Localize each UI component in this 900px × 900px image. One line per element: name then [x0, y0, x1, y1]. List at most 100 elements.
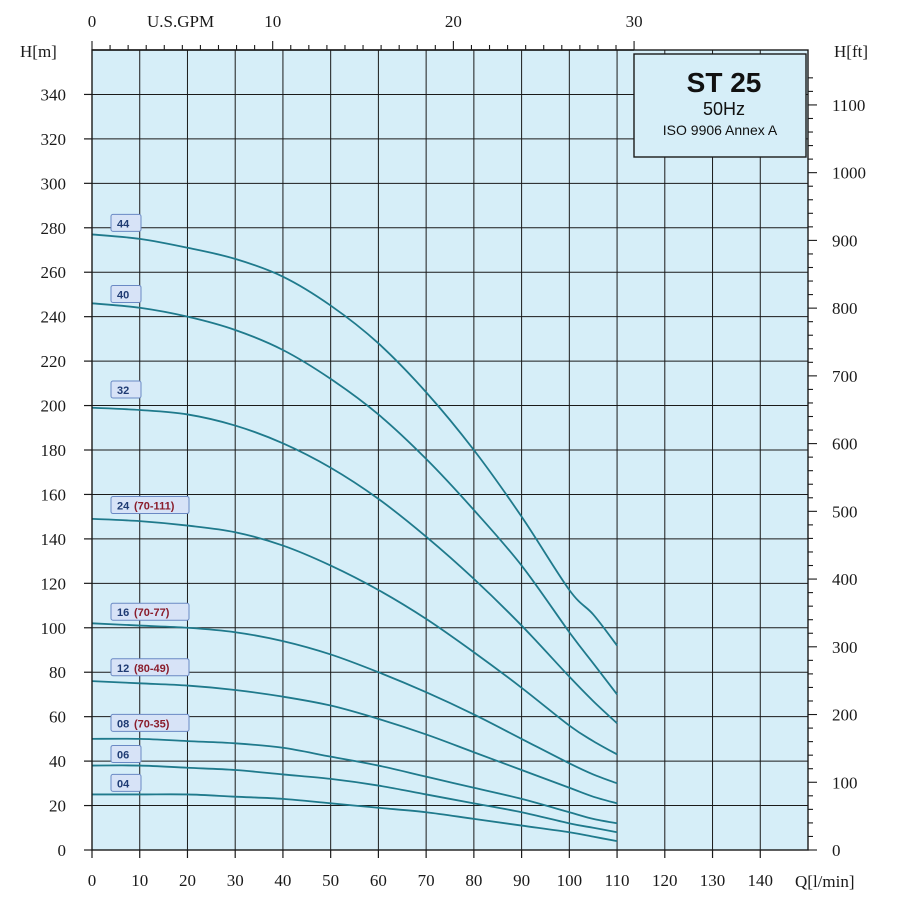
curve-label-44: 44 [110, 213, 142, 232]
curve-32 [91, 406, 618, 724]
axes: 0 10 20 30 40 50 60 70 80 90 100 110 120 130 140020406… [41, 12, 867, 890]
curve-label-12: 12 (80-49) [110, 658, 190, 677]
curve-label-number: 12 [117, 663, 129, 675]
curve-label-box [110, 602, 190, 621]
y-tick-label: 220 [41, 352, 67, 371]
x-tick-label: 0 [88, 871, 97, 890]
right-tick-label: 700 [832, 367, 858, 386]
right-tick-label: 900 [832, 231, 858, 250]
curve-44 [91, 233, 618, 647]
top-tick-label: 30 [626, 12, 643, 31]
curves [91, 233, 618, 842]
y-tick-label: 340 [41, 85, 67, 104]
x-tick-label: 130 [700, 871, 726, 890]
curve-label-number: 40 [117, 289, 129, 301]
right-y-axis-title: H[ft] [834, 42, 868, 61]
x-tick-label: 120 [652, 871, 678, 890]
x-tick-label: 90 [513, 871, 530, 890]
curve-label-40: 40 [110, 284, 142, 303]
right-tick-label: 800 [832, 299, 858, 318]
curve-label-box [110, 496, 190, 515]
curve-labels: 44 40 32 24 (70-111) 16 (70-77) 12 (80-49) 08 (70-… [110, 213, 190, 792]
y-tick-label: 320 [41, 130, 67, 149]
curve-12 [91, 680, 618, 805]
y-tick-label: 0 [58, 841, 67, 860]
curve-label-range: (70-77) [134, 607, 170, 619]
top-tick-label: 10 [264, 12, 281, 31]
right-tick-label: 200 [832, 706, 858, 725]
chart-subtitle: 50Hz [703, 99, 745, 119]
x-tick-label: 70 [418, 871, 435, 890]
y-tick-label: 300 [41, 174, 67, 193]
right-tick-label: 1000 [832, 164, 866, 183]
right-tick-label: 100 [832, 773, 858, 792]
curve-label-number: 16 [117, 607, 129, 619]
y-tick-label: 20 [49, 797, 66, 816]
curve-label-range: (70-35) [134, 718, 170, 730]
curve-label-number: 24 [117, 501, 130, 513]
x-axis-title: Q[l/min] [795, 872, 855, 891]
curve-label-box [110, 773, 142, 792]
curve-label-04: 04 [110, 773, 142, 792]
curve-label-16: 16 (70-77) [110, 602, 190, 621]
y-tick-label: 240 [41, 308, 67, 327]
x-tick-label: 100 [557, 871, 583, 890]
curve-label-range: (80-49) [134, 663, 170, 675]
right-tick-label: 600 [832, 435, 858, 454]
curve-label-number: 06 [117, 749, 129, 761]
y-tick-label: 260 [41, 263, 67, 282]
curve-label-number: 44 [117, 218, 130, 230]
curve-40 [91, 302, 618, 695]
x-tick-label: 40 [274, 871, 291, 890]
chart-standard: ISO 9906 Annex A [663, 122, 778, 138]
y-tick-label: 60 [49, 708, 66, 727]
x-tick-label: 10 [131, 871, 148, 890]
curve-label-number: 32 [117, 385, 129, 397]
right-tick-label: 0 [832, 841, 841, 860]
right-tick-label: 1100 [832, 96, 865, 115]
right-tick-label: 400 [832, 570, 858, 589]
title-box: ST 25 50Hz ISO 9906 Annex A [633, 53, 807, 158]
x-tick-label: 60 [370, 871, 387, 890]
curve-06 [91, 764, 618, 834]
y-axis-title: H[m] [20, 42, 57, 61]
curve-16 [91, 622, 618, 785]
curve-label-box [110, 380, 142, 399]
x-tick-label: 30 [227, 871, 244, 890]
top-x-axis-title: U.S.GPM [147, 12, 214, 31]
curve-24 [91, 517, 618, 756]
top-tick-label: 20 [445, 12, 462, 31]
y-tick-label: 280 [41, 219, 67, 238]
y-tick-label: 200 [41, 397, 67, 416]
curve-label-box [110, 284, 142, 303]
y-tick-label: 160 [41, 485, 67, 504]
top-tick-label: 0 [88, 12, 97, 31]
curve-label-number: 04 [117, 778, 130, 790]
y-tick-label: 140 [41, 530, 67, 549]
right-tick-label: 500 [832, 502, 858, 521]
curve-label-08: 08 (70-35) [110, 713, 190, 732]
curve-label-box [110, 658, 190, 677]
curve-label-number: 08 [117, 718, 129, 730]
curve-label-24: 24 (70-111) [110, 496, 190, 515]
y-tick-label: 180 [41, 441, 67, 460]
curve-label-box [110, 213, 142, 232]
curve-label-box [110, 744, 142, 763]
x-tick-label: 110 [605, 871, 630, 890]
x-tick-label: 80 [465, 871, 482, 890]
x-tick-label: 50 [322, 871, 339, 890]
x-tick-label: 140 [748, 871, 774, 890]
curve-label-32: 32 [110, 380, 142, 399]
curve-label-box [110, 713, 190, 732]
y-tick-label: 40 [49, 752, 66, 771]
y-tick-label: 120 [41, 574, 67, 593]
curve-label-range: (70-111) [134, 501, 175, 513]
y-tick-label: 80 [49, 663, 66, 682]
y-tick-label: 100 [41, 619, 67, 638]
curve-label-06: 06 [110, 744, 142, 763]
chart-title: ST 25 [687, 67, 762, 98]
curve-08 [91, 737, 618, 825]
x-tick-label: 20 [179, 871, 196, 890]
right-tick-label: 300 [832, 638, 858, 657]
